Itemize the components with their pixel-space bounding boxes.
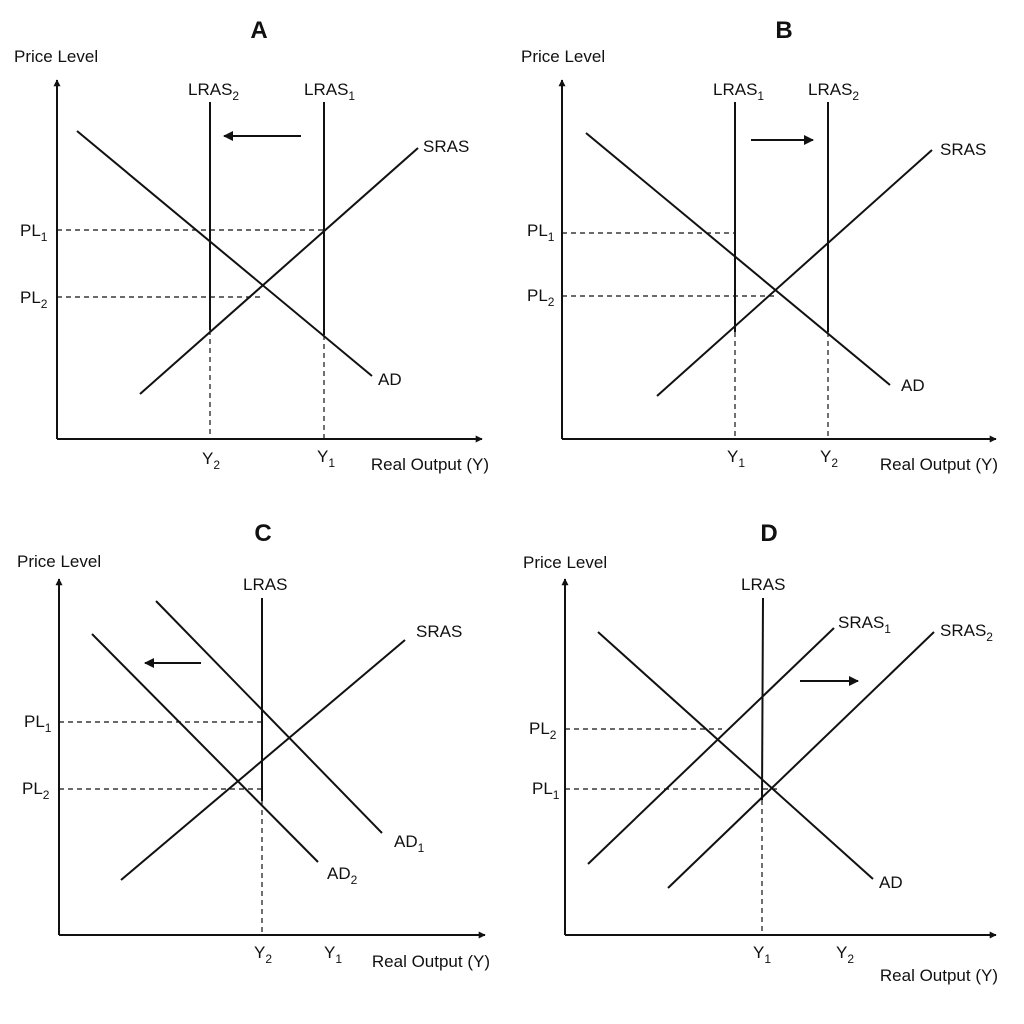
curve-label: SRAS — [416, 622, 462, 641]
y-axis-label: Price Level — [17, 552, 101, 571]
y-axis-label: Price Level — [14, 47, 98, 66]
x-axis-label: Real Output (Y) — [880, 966, 998, 985]
sras-1-curve — [587, 627, 835, 865]
sras-2-curve — [667, 631, 935, 889]
panel-c: C Price Level Real Output (Y) LRAS SRAS … — [17, 520, 490, 971]
sras-curve — [139, 147, 419, 395]
x-axis-label: Real Output (Y) — [372, 952, 490, 971]
price-level-tick: PL1 — [20, 221, 48, 244]
ad-2-curve — [91, 633, 319, 863]
panel-title: C — [254, 520, 271, 547]
curve-label: LRAS1 — [304, 80, 355, 103]
x-axis-label: Real Output (Y) — [880, 455, 998, 474]
curve-label: SRAS2 — [940, 621, 993, 644]
panel-title: B — [775, 17, 792, 44]
curve-label: LRAS2 — [188, 80, 239, 103]
x-axis-label: Real Output (Y) — [371, 455, 489, 474]
y-axis-label: Price Level — [521, 47, 605, 66]
output-tick: Y1 — [753, 943, 771, 966]
curve-label: AD — [901, 376, 925, 395]
curve-label: LRAS — [243, 575, 287, 594]
ad-1-curve — [155, 600, 383, 834]
curve-label: LRAS — [741, 575, 785, 594]
sras-curve — [656, 149, 933, 397]
panel-a: A Price Level Real Output (Y) LRAS2 LRAS… — [14, 17, 489, 474]
price-level-tick: PL2 — [527, 286, 555, 309]
output-tick: Y1 — [727, 447, 745, 470]
curve-label: AD — [378, 370, 402, 389]
price-level-tick: PL2 — [20, 288, 48, 311]
output-tick: Y2 — [254, 943, 272, 966]
output-tick: Y2 — [820, 447, 838, 470]
panel-b: B Price Level Real Output (Y) LRAS1 LRAS… — [521, 17, 998, 474]
price-level-tick: PL1 — [532, 779, 560, 802]
output-tick: Y1 — [317, 447, 335, 470]
curve-label: LRAS1 — [713, 80, 764, 103]
curve-label: AD2 — [327, 864, 358, 887]
curve-label: AD — [879, 873, 903, 892]
curve-label: SRAS — [940, 140, 986, 159]
price-level-tick: PL1 — [24, 712, 52, 735]
price-level-tick: PL2 — [22, 779, 50, 802]
output-tick: Y2 — [836, 943, 854, 966]
sras-curve — [120, 639, 406, 881]
curve-label: SRAS — [423, 137, 469, 156]
lras-curve — [761, 597, 764, 801]
price-level-tick: PL1 — [527, 221, 555, 244]
curve-label: SRAS1 — [838, 613, 891, 636]
panel-title: A — [250, 17, 267, 44]
price-level-tick: PL2 — [529, 719, 557, 742]
ad-curve — [76, 130, 373, 377]
output-tick: Y1 — [324, 943, 342, 966]
curve-label: AD1 — [394, 832, 425, 855]
ad-curve — [597, 631, 874, 880]
ad-curve — [585, 132, 891, 386]
curve-label: LRAS2 — [808, 80, 859, 103]
y-axis-label: Price Level — [523, 553, 607, 572]
panel-title: D — [760, 520, 777, 547]
output-tick: Y2 — [202, 449, 220, 472]
panel-d: D Price Level Real Output (Y) LRAS SRAS1… — [523, 520, 998, 985]
